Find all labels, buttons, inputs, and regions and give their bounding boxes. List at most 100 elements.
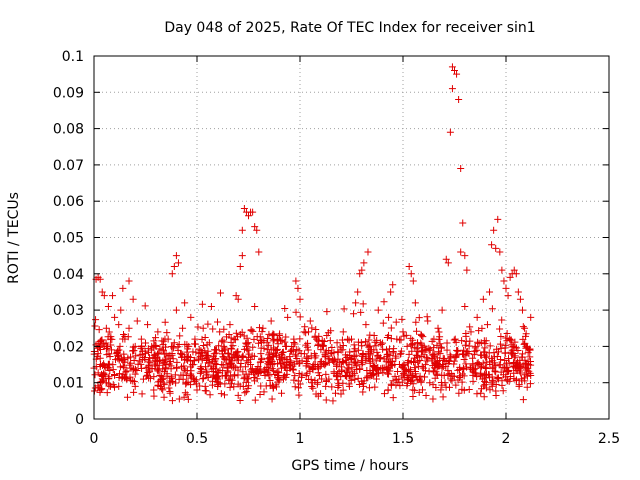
data-point bbox=[232, 349, 240, 357]
data-point bbox=[104, 361, 112, 369]
data-point bbox=[452, 352, 460, 360]
data-point bbox=[242, 342, 250, 350]
data-point bbox=[506, 273, 514, 281]
data-point bbox=[249, 327, 257, 335]
data-point bbox=[426, 379, 434, 387]
data-point bbox=[348, 354, 356, 362]
data-point bbox=[506, 336, 514, 344]
data-point bbox=[100, 342, 108, 350]
data-point bbox=[413, 340, 421, 348]
data-point bbox=[409, 371, 417, 379]
data-point bbox=[356, 270, 364, 278]
data-point bbox=[467, 328, 475, 336]
data-point bbox=[242, 388, 250, 396]
data-point bbox=[160, 393, 168, 401]
data-point bbox=[465, 386, 473, 394]
data-point bbox=[123, 367, 131, 375]
x-tick-label: 0.5 bbox=[186, 431, 208, 447]
data-point bbox=[148, 342, 156, 350]
data-point bbox=[234, 295, 242, 303]
data-point bbox=[518, 306, 526, 314]
data-point bbox=[141, 356, 149, 364]
data-point bbox=[501, 349, 509, 357]
data-point bbox=[365, 384, 373, 392]
data-point bbox=[182, 380, 190, 388]
data-point bbox=[114, 355, 122, 363]
data-point bbox=[221, 355, 229, 363]
data-point bbox=[310, 350, 318, 358]
data-point bbox=[455, 96, 463, 104]
data-point bbox=[117, 306, 125, 314]
data-point bbox=[268, 395, 276, 403]
data-point bbox=[298, 357, 306, 365]
data-point bbox=[212, 349, 220, 357]
data-point bbox=[456, 373, 464, 381]
data-point bbox=[293, 345, 301, 353]
data-point bbox=[275, 332, 283, 340]
data-point bbox=[281, 354, 289, 362]
data-point bbox=[97, 361, 105, 369]
data-point bbox=[296, 313, 304, 321]
data-point bbox=[525, 361, 533, 369]
data-point bbox=[408, 347, 416, 355]
data-point bbox=[223, 363, 231, 371]
data-point bbox=[311, 361, 319, 369]
data-point bbox=[492, 387, 500, 395]
data-point bbox=[480, 393, 488, 401]
data-point bbox=[447, 353, 455, 361]
data-point bbox=[221, 380, 229, 388]
data-point bbox=[446, 383, 454, 391]
y-tick-label: 0.1 bbox=[62, 49, 84, 65]
data-point bbox=[165, 384, 173, 392]
data-point bbox=[179, 375, 187, 383]
data-point bbox=[255, 248, 263, 256]
data-point bbox=[358, 342, 366, 350]
data-point bbox=[415, 314, 423, 322]
data-point bbox=[123, 393, 131, 401]
data-point bbox=[222, 333, 230, 341]
data-point bbox=[270, 350, 278, 358]
data-point bbox=[327, 350, 335, 358]
data-point bbox=[430, 335, 438, 343]
data-point bbox=[438, 381, 446, 389]
data-point bbox=[400, 364, 408, 372]
data-point bbox=[479, 295, 487, 303]
data-point bbox=[126, 361, 134, 369]
data-point bbox=[527, 313, 535, 321]
data-point bbox=[339, 386, 347, 394]
data-point bbox=[172, 363, 180, 371]
data-point bbox=[418, 332, 426, 340]
data-point bbox=[358, 266, 366, 274]
data-point bbox=[245, 350, 253, 358]
data-point bbox=[403, 382, 411, 390]
data-point bbox=[526, 353, 534, 361]
data-point bbox=[409, 386, 417, 394]
data-point bbox=[196, 364, 204, 372]
data-point bbox=[150, 386, 158, 394]
data-point bbox=[226, 383, 234, 391]
data-point bbox=[120, 370, 128, 378]
data-point bbox=[268, 358, 276, 366]
data-point bbox=[116, 363, 124, 371]
data-point bbox=[284, 313, 292, 321]
data-point bbox=[422, 391, 430, 399]
data-point bbox=[407, 358, 415, 366]
data-point bbox=[508, 350, 516, 358]
data-point bbox=[323, 308, 331, 316]
data-point bbox=[503, 329, 511, 337]
data-point bbox=[176, 332, 184, 340]
data-point bbox=[354, 346, 362, 354]
data-point bbox=[150, 373, 158, 381]
data-point bbox=[458, 378, 466, 386]
data-point bbox=[129, 343, 137, 351]
data-point bbox=[322, 359, 330, 367]
data-point bbox=[421, 361, 429, 369]
data-point bbox=[439, 363, 447, 371]
data-point bbox=[385, 313, 393, 321]
data-point bbox=[217, 390, 225, 398]
data-point bbox=[489, 365, 497, 373]
data-point bbox=[184, 395, 192, 403]
data-point bbox=[513, 344, 521, 352]
data-point bbox=[189, 361, 197, 369]
data-point bbox=[435, 328, 443, 336]
